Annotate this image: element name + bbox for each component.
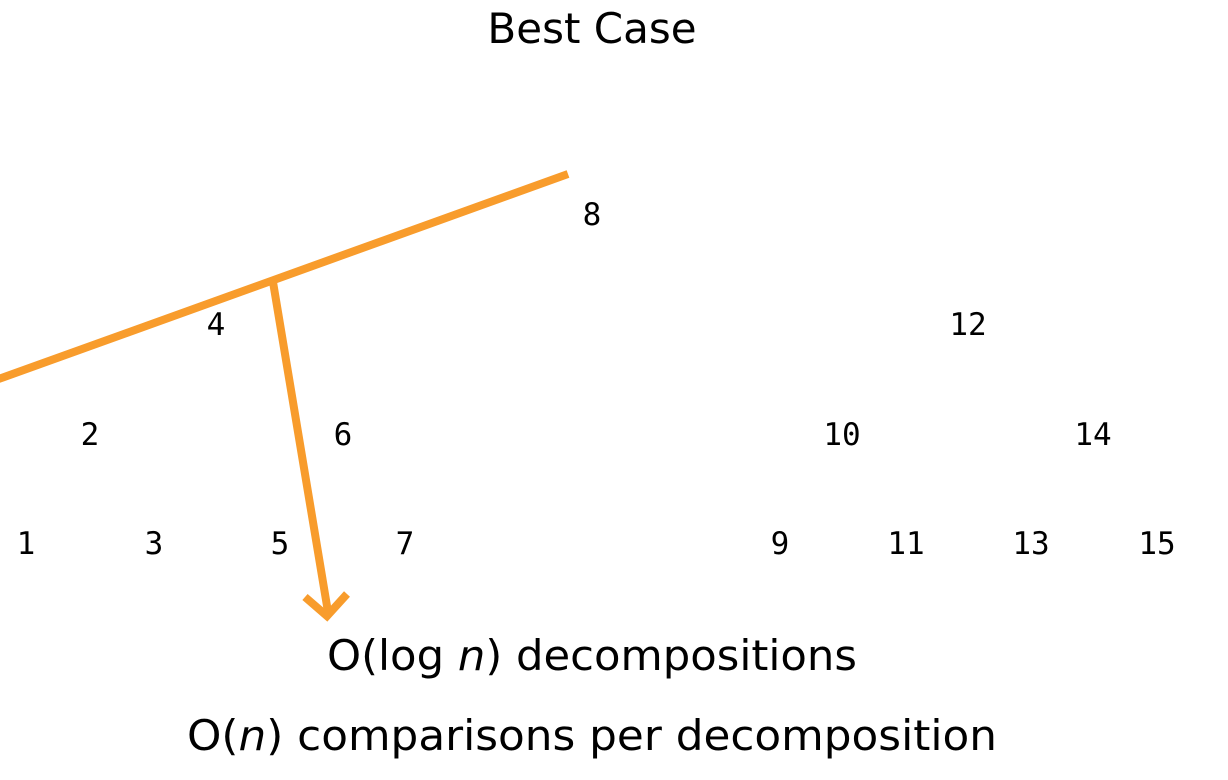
tree-node: 11: [887, 526, 924, 562]
tree-node: 8: [583, 197, 602, 233]
caption-variable: n: [458, 631, 485, 680]
tree-node: 10: [823, 417, 860, 453]
tree-node: 14: [1074, 417, 1111, 453]
comparisons-caption: O(n) comparisons per decomposition: [187, 711, 997, 760]
tree-nodes: 8 4 12 2 6 10 14 1 3 5 7 9 11 13 15: [17, 197, 1176, 562]
tree-node: 7: [396, 526, 415, 562]
decomposition-line: [0, 170, 570, 383]
tree-node: 5: [271, 526, 290, 562]
tree-node: 4: [207, 307, 226, 343]
caption-text: ) decompositions: [485, 631, 857, 680]
tree-node: 6: [334, 417, 353, 453]
caption-text: ) comparisons per decomposition: [266, 711, 997, 760]
caption-text: O(: [187, 711, 238, 760]
arrowhead-icon: [302, 591, 350, 622]
caption-text: O(log: [327, 631, 458, 680]
decompositions-caption: O(log n) decompositions: [327, 631, 857, 680]
tree-node: 3: [145, 526, 164, 562]
tree-node: 12: [949, 307, 986, 343]
tree-node: 15: [1138, 526, 1175, 562]
decomposition-path: [0, 170, 570, 622]
tree-node: 2: [81, 417, 100, 453]
decomposition-drop-line: [269, 281, 332, 613]
diagram-title: Best Case: [487, 4, 696, 53]
caption-variable: n: [238, 711, 266, 760]
tree-node: 13: [1012, 526, 1049, 562]
tree-node: 9: [771, 526, 790, 562]
tree-node: 1: [17, 526, 36, 562]
